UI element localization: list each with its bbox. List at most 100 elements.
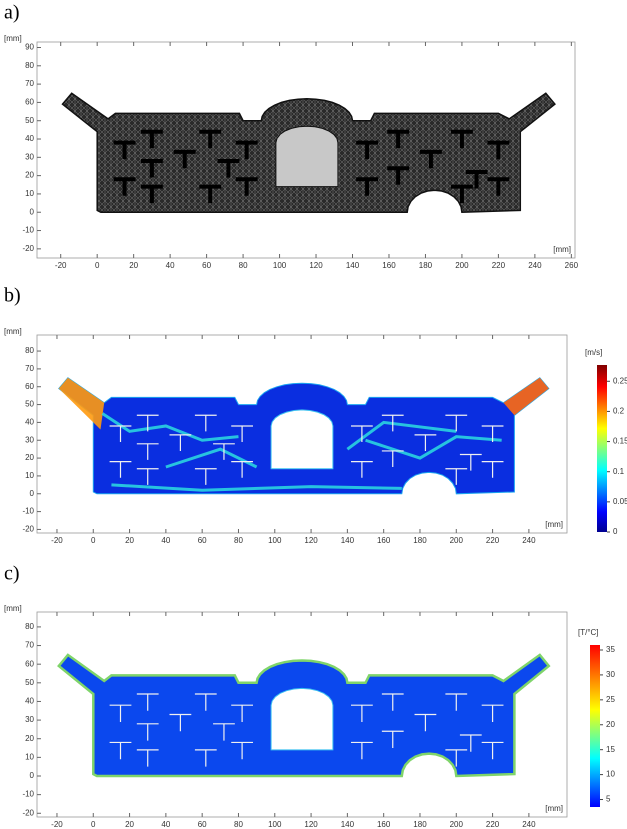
y-tick-label: 40: [25, 697, 34, 706]
colorbar: [597, 365, 607, 532]
x-unit: [mm]: [553, 245, 571, 254]
x-tick-label: 40: [166, 261, 175, 270]
y-tick-label: 60: [25, 659, 34, 668]
x-tick-label: 140: [341, 536, 355, 545]
x-tick-label: 260: [565, 261, 579, 270]
x-tick-label: 0: [91, 820, 96, 829]
y-tick-label: 30: [25, 152, 34, 161]
y-tick-label: 60: [25, 98, 34, 107]
x-tick-label: 20: [125, 820, 134, 829]
x-tick-label: 200: [450, 820, 464, 829]
x-tick-label: 140: [346, 261, 360, 270]
y-tick-label: 50: [25, 678, 34, 687]
colorbar-tick-label: 0: [613, 527, 618, 536]
x-tick-label: 160: [377, 536, 391, 545]
x-tick-label: -20: [55, 261, 67, 270]
y-tick-label: 0: [30, 771, 35, 780]
x-tick-label: 180: [413, 536, 427, 545]
x-tick-label: 80: [234, 536, 243, 545]
y-tick-label: 10: [25, 471, 34, 480]
y-tick-label: -10: [22, 790, 34, 799]
y-tick-label: 80: [25, 61, 34, 70]
x-tick-label: 100: [268, 820, 282, 829]
x-tick-label: 100: [268, 536, 282, 545]
y-tick-label: -10: [22, 226, 34, 235]
x-unit: [mm]: [545, 520, 563, 529]
x-tick-label: 60: [198, 536, 207, 545]
colorbar-tick-label: 35: [606, 645, 615, 654]
colorbar-tick-label: 15: [606, 745, 615, 754]
panel-label: c): [4, 563, 20, 585]
colorbar-tick-label: 25: [606, 695, 615, 704]
y-tick-label: 30: [25, 715, 34, 724]
x-tick-label: 20: [125, 536, 134, 545]
y-tick-label: 70: [25, 364, 34, 373]
x-tick-label: 120: [304, 536, 318, 545]
x-tick-label: 60: [202, 261, 211, 270]
colorbar: [590, 645, 600, 807]
x-tick-label: 40: [161, 536, 170, 545]
colorbar-tick-label: 0.15: [613, 437, 627, 446]
panel-label: b): [4, 285, 21, 307]
y-tick-label: 30: [25, 435, 34, 444]
y-tick-label: 20: [25, 453, 34, 462]
y-tick-label: 10: [25, 189, 34, 198]
y-tick-label: 60: [25, 382, 34, 391]
colorbar-tick-label: 0.05: [613, 497, 627, 506]
y-tick-label: 50: [25, 116, 34, 125]
y-tick-label: -20: [22, 808, 34, 817]
y-tick-label: 50: [25, 400, 34, 409]
x-tick-label: 160: [382, 261, 396, 270]
x-tick-label: 240: [522, 536, 536, 545]
y-tick-label: 20: [25, 171, 34, 180]
y-tick-label: 0: [30, 489, 35, 498]
y-tick-label: 70: [25, 79, 34, 88]
y-tick-label: -10: [22, 507, 34, 516]
x-tick-label: 220: [486, 536, 500, 545]
colorbar-unit: [m/s]: [585, 348, 602, 357]
y-tick-label: -20: [22, 244, 34, 253]
y-tick-label: -20: [22, 525, 34, 534]
colorbar-unit: [T/°C]: [578, 628, 599, 637]
x-tick-label: 200: [455, 261, 469, 270]
panel-label: a): [4, 2, 20, 24]
colorbar-tick-label: 10: [606, 770, 615, 779]
y-tick-label: 40: [25, 134, 34, 143]
x-tick-label: 140: [341, 820, 355, 829]
x-unit: [mm]: [545, 804, 563, 813]
x-tick-label: 20: [129, 261, 138, 270]
x-tick-label: -20: [51, 820, 63, 829]
x-tick-label: 100: [273, 261, 287, 270]
x-tick-label: 160: [377, 820, 391, 829]
hole: [276, 126, 338, 186]
y-unit: [mm]: [4, 604, 22, 613]
y-tick-label: 80: [25, 346, 34, 355]
colorbar-tick-label: 20: [606, 720, 615, 729]
x-tick-label: 80: [239, 261, 248, 270]
x-tick-label: 40: [161, 820, 170, 829]
y-tick-label: 10: [25, 752, 34, 761]
colorbar-tick-label: 0.2: [613, 407, 625, 416]
y-tick-label: 90: [25, 43, 34, 52]
figure: a)[mm][mm]-20020406080100120140160180200…: [0, 0, 627, 829]
x-tick-label: 0: [95, 261, 100, 270]
y-unit: [mm]: [4, 327, 22, 336]
x-tick-label: 200: [450, 536, 464, 545]
y-unit: [mm]: [4, 34, 22, 43]
x-tick-label: 0: [91, 536, 96, 545]
x-tick-label: 80: [234, 820, 243, 829]
hole: [271, 410, 333, 469]
x-tick-label: 180: [413, 820, 427, 829]
x-tick-label: 220: [486, 820, 500, 829]
y-tick-label: 40: [25, 418, 34, 427]
hole: [271, 688, 333, 750]
x-tick-label: 240: [522, 820, 536, 829]
x-tick-label: -20: [51, 536, 63, 545]
x-tick-label: 60: [198, 820, 207, 829]
y-tick-label: 0: [30, 207, 35, 216]
colorbar-tick-label: 30: [606, 670, 615, 679]
colorbar-tick-label: 0.1: [613, 467, 625, 476]
x-tick-label: 120: [309, 261, 323, 270]
y-tick-label: 70: [25, 641, 34, 650]
y-tick-label: 80: [25, 622, 34, 631]
